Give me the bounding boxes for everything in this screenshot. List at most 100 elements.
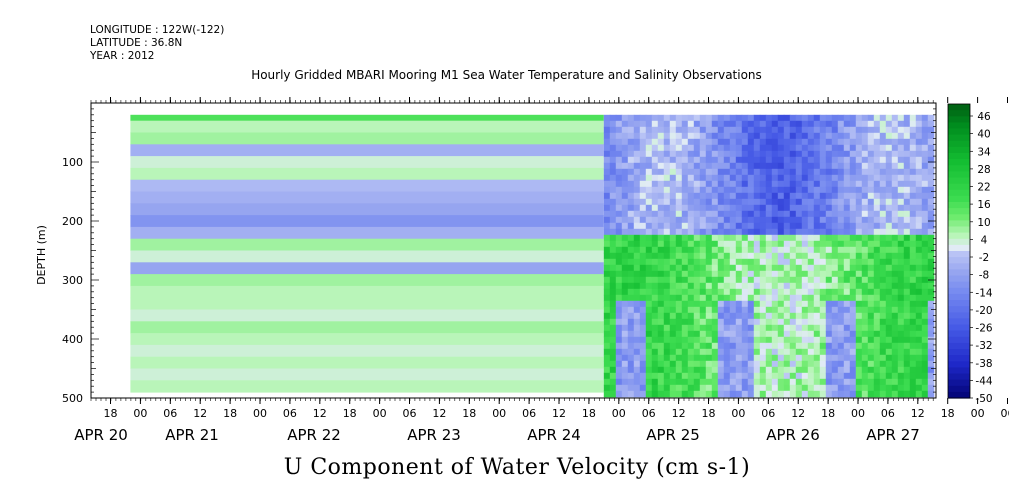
velocity-cell — [849, 342, 857, 350]
velocity-cell — [645, 330, 653, 338]
velocity-cell — [897, 342, 905, 350]
velocity-cell — [699, 312, 707, 320]
velocity-cell — [861, 312, 869, 320]
velocity-cell — [639, 204, 647, 212]
velocity-cell — [669, 216, 677, 224]
velocity-cell — [831, 252, 839, 260]
velocity-cell — [603, 180, 611, 188]
velocity-cell — [825, 336, 833, 344]
velocity-cell — [711, 126, 719, 134]
velocity-cell — [789, 234, 797, 242]
velocity-cell — [879, 210, 887, 218]
x-tick-label: 06 — [1001, 407, 1009, 420]
velocity-cell — [663, 120, 671, 128]
velocity-cell — [819, 366, 827, 374]
velocity-cell — [651, 258, 659, 266]
velocity-cell — [927, 342, 935, 350]
velocity-cell — [687, 168, 695, 176]
velocity-cell — [849, 384, 857, 392]
velocity-cell — [807, 186, 815, 194]
velocity-cell — [903, 180, 911, 188]
velocity-cell — [717, 138, 725, 146]
velocity-cell — [789, 294, 797, 302]
velocity-cell — [723, 192, 731, 200]
velocity-cell — [711, 312, 719, 320]
velocity-cell — [639, 210, 647, 218]
colorbar-swatch — [948, 287, 970, 295]
velocity-cell — [813, 222, 821, 230]
velocity-cell — [633, 204, 641, 212]
velocity-cell — [855, 372, 863, 380]
velocity-cell — [681, 174, 689, 182]
velocity-cell — [813, 384, 821, 392]
velocity-cell — [891, 372, 899, 380]
velocity-cell — [741, 288, 749, 296]
velocity-cell — [753, 216, 761, 224]
velocity-cell — [687, 198, 695, 206]
velocity-cell — [819, 348, 827, 356]
velocity-cell — [651, 186, 659, 194]
velocity-cell — [879, 372, 887, 380]
velocity-cell — [729, 180, 737, 188]
colorbar-swatch — [948, 251, 970, 258]
velocity-cell — [915, 246, 923, 254]
velocity-cell — [765, 156, 773, 164]
velocity-cell — [711, 306, 719, 314]
velocity-cell — [855, 312, 863, 320]
velocity-cell — [639, 276, 647, 284]
velocity-cell — [909, 288, 917, 296]
velocity-cell — [609, 234, 617, 242]
velocity-cell — [627, 150, 635, 158]
velocity-cell — [669, 300, 677, 308]
velocity-cell — [915, 288, 923, 296]
y-tick-label: 500 — [62, 392, 83, 405]
velocity-cell — [723, 348, 731, 356]
velocity-cell — [921, 240, 929, 248]
velocity-cell — [639, 240, 647, 248]
velocity-cell — [633, 258, 641, 266]
velocity-cell — [843, 324, 851, 332]
velocity-cell — [843, 276, 851, 284]
velocity-cell — [627, 114, 635, 122]
velocity-cell — [711, 204, 719, 212]
velocity-cell — [735, 126, 743, 134]
velocity-cell — [717, 114, 725, 122]
velocity-cell — [885, 222, 893, 230]
velocity-cell — [837, 300, 845, 308]
velocity-cell — [909, 222, 917, 230]
velocity-cell — [897, 366, 905, 374]
depth-band — [130, 262, 604, 275]
velocity-cell — [843, 390, 851, 398]
velocity-cell — [891, 288, 899, 296]
velocity-cell — [717, 222, 725, 230]
velocity-cell — [837, 150, 845, 158]
velocity-cell — [621, 276, 629, 284]
velocity-cell — [903, 276, 911, 284]
velocity-cell — [705, 162, 713, 170]
velocity-cell — [825, 330, 833, 338]
velocity-cell — [831, 366, 839, 374]
velocity-cell — [621, 168, 629, 176]
velocity-cell — [915, 150, 923, 158]
velocity-cell — [855, 126, 863, 134]
x-tick-label: 12 — [193, 407, 207, 420]
velocity-cell — [819, 240, 827, 248]
velocity-cell — [657, 354, 665, 362]
velocity-cell — [909, 330, 917, 338]
velocity-cell — [915, 180, 923, 188]
velocity-cell — [873, 204, 881, 212]
velocity-cell — [729, 384, 737, 392]
velocity-cell — [765, 330, 773, 338]
velocity-cell — [759, 360, 767, 368]
velocity-cell — [873, 318, 881, 326]
velocity-cell — [843, 168, 851, 176]
velocity-cell — [861, 336, 869, 344]
velocity-cell — [693, 300, 701, 308]
velocity-cell — [675, 372, 683, 380]
velocity-cell — [603, 336, 611, 344]
velocity-cell — [735, 144, 743, 152]
velocity-cell — [843, 246, 851, 254]
velocity-cell — [909, 120, 917, 128]
velocity-cell — [753, 234, 761, 242]
velocity-cell — [669, 192, 677, 200]
